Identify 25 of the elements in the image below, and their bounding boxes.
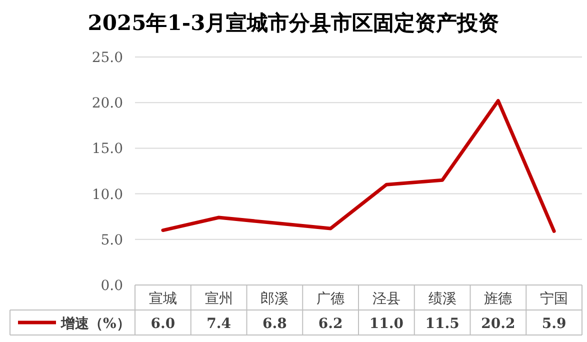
y-tick-label: 20.0 (92, 96, 123, 112)
x-tick-label: 旌德 (484, 291, 512, 307)
data-label: 20.2 (481, 316, 516, 332)
x-tick-label: 泾县 (372, 291, 400, 307)
line-series (161, 99, 556, 233)
data-label: 11.5 (425, 316, 460, 332)
y-tick-label: 5.0 (100, 232, 123, 248)
data-label: 7.4 (206, 316, 232, 332)
y-tick-label: 25.0 (92, 50, 123, 66)
y-tick-label: 15.0 (92, 141, 123, 158)
x-tick-label: 宣州 (204, 291, 233, 307)
x-tick-label: 宣城 (148, 291, 177, 307)
data-label: 5.9 (542, 316, 566, 332)
y-tick-label: 10.0 (92, 186, 123, 203)
y-tick-label: 0.0 (100, 278, 123, 294)
x-tick-label: 广德 (316, 291, 345, 307)
data-label: 11.0 (369, 316, 404, 332)
legend-label: 增速（%） (60, 316, 130, 332)
data-label: 6.0 (150, 316, 176, 332)
chart-title: 2025年1-3月宣城市分县市区固定资产投资 (88, 10, 500, 35)
data-label: 6.8 (262, 316, 287, 332)
data-label: 6.2 (318, 316, 343, 332)
x-tick-label: 郎溪 (260, 291, 289, 307)
x-tick-label: 绩溪 (428, 291, 456, 307)
x-tick-label: 宁国 (540, 291, 568, 307)
